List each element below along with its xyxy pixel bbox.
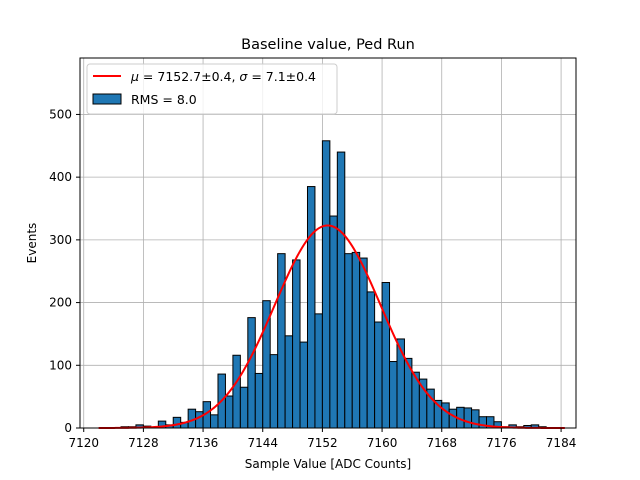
y-tick-label: 300 (49, 233, 72, 247)
histogram-bar (463, 407, 473, 429)
histogram-bar (359, 257, 368, 429)
legend-hist-swatch (92, 93, 122, 105)
x-tick-label: 7160 (367, 436, 398, 450)
histogram-bar (247, 317, 256, 429)
y-tick-label: 0 (64, 421, 72, 435)
legend-fit-label: μ = 7152.7±0.4, σ = 7.1±0.4 (130, 69, 316, 84)
histogram-bar (277, 253, 286, 429)
x-tick-label: 7144 (247, 436, 278, 450)
histogram-bar (321, 140, 331, 429)
y-axis-ticks: 0 100 200 300 400 500 (49, 107, 80, 435)
histogram-bar (269, 354, 279, 429)
histogram-bar (336, 151, 346, 429)
gaussian-fit-curve (98, 224, 565, 429)
x-tick-label: 7120 (68, 436, 99, 450)
histogram-bar (224, 395, 234, 429)
histogram-bar (448, 408, 458, 429)
legend-mu-value: = 7152.7±0.4, (139, 69, 239, 84)
histogram-bar (254, 372, 264, 429)
histogram-bar (210, 414, 219, 429)
histogram-bar (366, 291, 376, 429)
histogram-bar (314, 313, 323, 429)
histogram-bar (292, 259, 301, 429)
histogram-bar (441, 402, 450, 429)
x-tick-label: 7184 (546, 436, 577, 450)
legend-mu-symbol: μ (130, 69, 139, 84)
x-tick-label: 7176 (486, 436, 517, 450)
x-axis-label: Sample Value [ADC Counts] (245, 457, 411, 471)
histogram-bar (306, 186, 316, 429)
histogram-bar (374, 321, 383, 429)
x-tick-label: 7128 (128, 436, 159, 450)
legend-sigma-symbol: σ (239, 69, 248, 84)
histogram-bar (172, 416, 182, 429)
y-tick-label: 200 (49, 296, 72, 310)
y-tick-label: 100 (49, 358, 72, 372)
histogram-bar (351, 251, 361, 429)
x-tick-label: 7168 (426, 436, 457, 450)
histogram-bar (381, 282, 391, 429)
legend: μ = 7152.7±0.4, σ = 7.1±0.4 RMS = 8.0 (86, 63, 338, 115)
y-tick-label: 400 (49, 170, 72, 184)
y-tick-label: 500 (49, 107, 72, 121)
histogram-bar (284, 335, 294, 429)
histogram-bar (299, 341, 308, 429)
plot-frame (79, 57, 577, 429)
legend-sigma-value: = 7.1±0.4 (247, 69, 316, 84)
histogram-bar (239, 386, 249, 429)
histogram-bar (329, 215, 338, 429)
x-tick-label: 7136 (188, 436, 219, 450)
histogram-bar (195, 411, 204, 429)
histogram-bar (389, 361, 398, 429)
histogram-bar (232, 354, 241, 429)
y-axis-label: Events (25, 223, 39, 264)
x-tick-label: 7152 (307, 436, 338, 450)
legend-hist-label: RMS = 8.0 (131, 92, 197, 107)
histogram-bar (396, 338, 405, 429)
histogram-bar (344, 253, 353, 429)
chart-title: Baseline value, Ped Run (241, 37, 415, 53)
legend-box (86, 63, 338, 115)
x-axis-ticks: 7120 7128 7136 7144 7152 7160 7168 7176 7184 (68, 428, 576, 450)
